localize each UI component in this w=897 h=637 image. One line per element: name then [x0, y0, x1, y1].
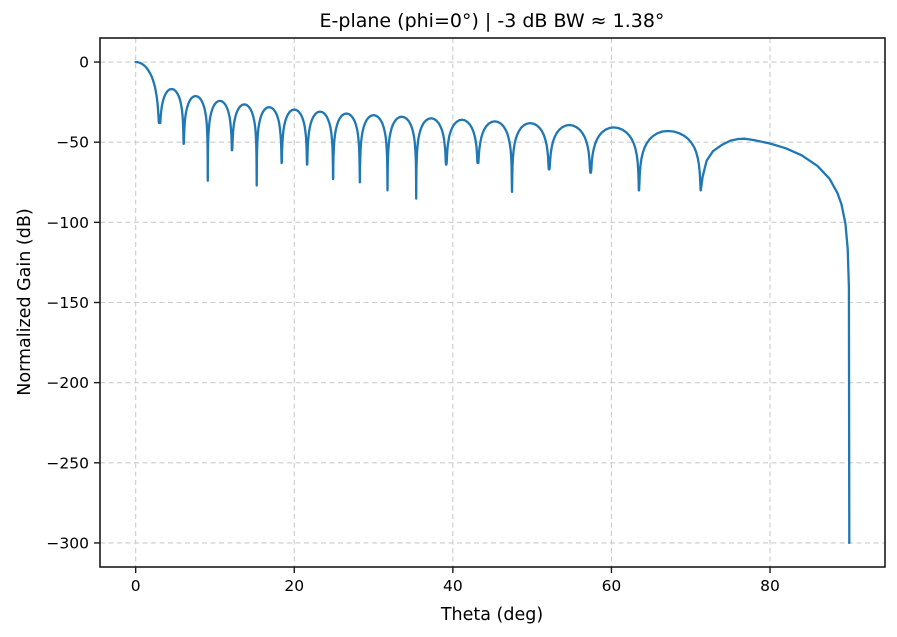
x-axis-label: Theta (deg)	[440, 605, 543, 625]
y-tick-label: −100	[46, 214, 89, 232]
chart-title: E-plane (phi=0°) | -3 dB BW ≈ 1.38°	[320, 10, 665, 32]
y-tick-label: −200	[46, 374, 89, 392]
y-tick-label: −300	[46, 534, 89, 552]
x-tick-label: 80	[760, 577, 780, 595]
y-axis-label: Normalized Gain (dB)	[15, 208, 35, 395]
y-tick-label: −150	[46, 294, 89, 312]
x-tick-label: 60	[602, 577, 622, 595]
x-tick-label: 0	[131, 577, 141, 595]
axis-ticks	[94, 61, 771, 573]
y-tick-label: 0	[79, 54, 89, 72]
x-tick-label: 20	[284, 577, 304, 595]
gain-curve	[134, 60, 851, 545]
grid-lines	[100, 38, 885, 567]
axis-tick-labels: 0 20 40 60 80 0 −50 −100 −150 −200 −250 −300	[46, 54, 779, 595]
y-tick-label: −50	[56, 134, 89, 152]
x-tick-label: 40	[443, 577, 463, 595]
y-tick-label: −250	[46, 454, 89, 472]
